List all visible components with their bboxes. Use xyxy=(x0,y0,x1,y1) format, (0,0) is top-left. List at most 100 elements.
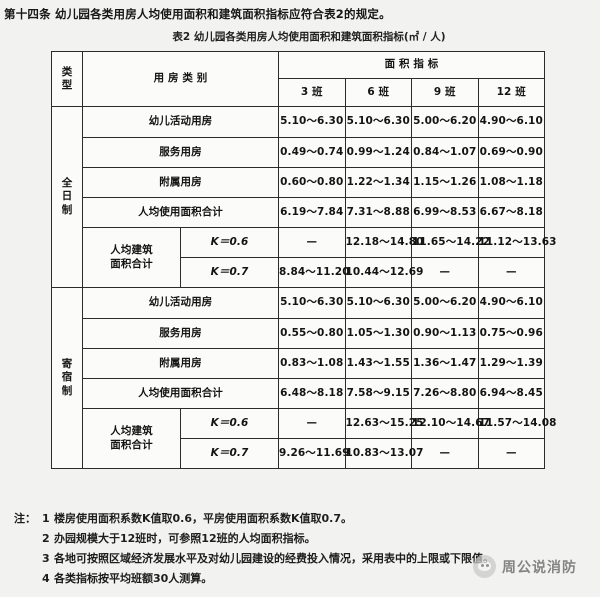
table-row: K＝0.7 9.26～11.69 10.83～13.07 — — xyxy=(52,438,545,469)
cell-value: 7.26～8.80 xyxy=(411,378,479,409)
cell-value: 1.22～1.34 xyxy=(344,167,412,198)
note-number: 2 xyxy=(42,532,50,545)
row-label: 人均使用面积合计 xyxy=(82,197,279,228)
k-factor-label: K＝0.6 xyxy=(180,227,279,258)
watermark: 周公说消防 xyxy=(473,555,577,578)
cell-value: — xyxy=(278,227,346,258)
table-row: 附属用房 0.83～1.08 1.43～1.55 1.36～1.47 1.29～… xyxy=(52,348,545,379)
table-row: 人均使用面积合计 6.48～8.18 7.58～9.15 7.26～8.80 6… xyxy=(52,378,545,409)
k-factor-label: K＝0.6 xyxy=(180,408,279,439)
table-row: 寄宿制 幼儿活动用房 5.10～6.30 5.10～6.30 5.00～6.20… xyxy=(51,287,545,469)
cell-value: 0.60～0.80 xyxy=(278,167,346,198)
cell-value: 0.90～1.13 xyxy=(411,318,479,349)
table-header-row-2: 3 班 6 班 9 班 12 班 xyxy=(52,78,545,107)
note-number: 4 xyxy=(42,572,50,585)
cell-value: — xyxy=(477,438,545,469)
row-label: 附属用房 xyxy=(82,167,279,198)
header-class-9: 9 班 xyxy=(411,78,479,107)
cell-value: 0.99～1.24 xyxy=(344,137,412,168)
cell-value: 7.31～8.88 xyxy=(344,197,412,228)
building-area-label: 人均建筑 面积合计 xyxy=(82,227,181,288)
cell-value: 8.84～11.20 xyxy=(278,257,350,288)
note-number: 1 xyxy=(42,512,50,525)
table-caption: 表2 幼儿园各类用房人均使用面积和建筑面积指标(㎡ / 人) xyxy=(172,31,446,43)
building-area-label-line2: 面积合计 xyxy=(110,257,153,270)
table-row: 服务用房 0.49～0.74 0.99～1.24 0.84～1.07 0.69～… xyxy=(52,137,545,168)
row-label: 附属用房 xyxy=(82,348,279,379)
note-text: 楼房使用面积系数K值取0.6，平房使用面积系数K值取0.7。 xyxy=(54,512,353,525)
cell-value: 12.18～14.80 xyxy=(344,227,423,258)
table-row: 人均建筑 面积合计 K＝0.6 — 12.63～15.25 12.10～14.6… xyxy=(52,408,556,469)
header-class-3: 3 班 xyxy=(278,78,346,107)
cell-value: 10.44～12.69 xyxy=(344,257,423,288)
cell-value: 0.55～0.80 xyxy=(278,318,346,349)
cell-value: 1.15～1.26 xyxy=(411,167,479,198)
cell-value: 11.57～14.08 xyxy=(477,408,556,439)
cell-value: 5.00～6.20 xyxy=(411,287,479,319)
cell-value: 0.83～1.08 xyxy=(278,348,346,379)
note-item: 注： 1 楼房使用面积系数K值取0.6，平房使用面积系数K值取0.7。 xyxy=(14,513,589,533)
cell-value: 1.43～1.55 xyxy=(344,348,412,379)
cell-value: 5.00～6.20 xyxy=(411,106,479,138)
cell-value: 11.12～13.63 xyxy=(477,227,556,258)
cell-value: 0.84～1.07 xyxy=(411,137,479,168)
cell-value: 5.10～6.30 xyxy=(278,287,346,319)
cell-value: 5.10～6.30 xyxy=(344,287,412,319)
header-class-12: 12 班 xyxy=(477,78,545,107)
cell-value: 12.63～15.25 xyxy=(344,408,423,439)
building-area-label-line1: 人均建筑 xyxy=(110,425,153,438)
note-item: 3 各地可按照区域经济发展水平及对幼儿园建设的经费投入情况，采用表中的上限或下限值… xyxy=(14,553,589,573)
header-type-label: 类型 xyxy=(61,65,73,91)
cell-value: — xyxy=(278,408,346,439)
building-area-label-line2: 面积合计 xyxy=(110,438,153,451)
section-type-label: 寄宿制 xyxy=(61,358,73,397)
watermark-text: 周公说消防 xyxy=(502,559,577,576)
cell-value: 6.67～8.18 xyxy=(477,197,545,228)
row-label: 服务用房 xyxy=(82,137,279,168)
table-header-row-1: 类型 用 房 类 别 面 积 指 标 xyxy=(51,51,545,107)
cell-value: 0.75～0.96 xyxy=(477,318,545,349)
note-number: 3 xyxy=(42,552,50,565)
row-label: 人均使用面积合计 xyxy=(82,378,279,409)
cell-value: — xyxy=(477,257,545,288)
notes-prefix: 注： xyxy=(14,512,36,525)
cell-value: 6.99～8.53 xyxy=(411,197,479,228)
cell-value: 4.90～6.10 xyxy=(477,106,545,138)
table-notes: 注： 1 楼房使用面积系数K值取0.6，平房使用面积系数K值取0.7。 2 办园规模大… xyxy=(14,513,589,593)
cell-value: 1.08～1.18 xyxy=(477,167,545,198)
cell-value: 7.58～9.15 xyxy=(344,378,412,409)
note-item: 4 各类指标按平均班额30人测算。 xyxy=(14,573,589,593)
cell-value: 1.29～1.39 xyxy=(477,348,545,379)
section-type-label: 全日制 xyxy=(61,177,73,216)
building-area-label: 人均建筑 面积合计 xyxy=(82,408,181,469)
cell-value: 6.48～8.18 xyxy=(278,378,346,409)
row-label: 服务用房 xyxy=(82,318,279,349)
cell-value: 0.49～0.74 xyxy=(278,137,346,168)
row-label: 幼儿活动用房 xyxy=(82,106,279,138)
header-class-6: 6 班 xyxy=(344,78,412,107)
header-area-group-cell: 面 积 指 标 xyxy=(278,51,545,79)
cell-value: 6.94～8.45 xyxy=(477,378,545,409)
cell-value: — xyxy=(411,438,479,469)
cell-value: 4.90～6.10 xyxy=(477,287,545,319)
section-type-jisuzhi: 寄宿制 xyxy=(51,287,83,469)
table-row: K＝0.7 8.84～11.20 10.44～12.69 — — xyxy=(52,257,545,288)
panda-avatar-icon xyxy=(473,555,496,578)
header-type-cell: 类型 xyxy=(51,51,83,107)
table-row: 服务用房 0.55～0.80 1.05～1.30 0.90～1.13 0.75～… xyxy=(52,318,545,349)
note-text: 各类指标按平均班额30人测算。 xyxy=(54,572,213,585)
cell-value: 1.05～1.30 xyxy=(344,318,412,349)
cell-value: 5.10～6.30 xyxy=(278,106,346,138)
cell-value: 0.69～0.90 xyxy=(477,137,545,168)
k-factor-label: K＝0.7 xyxy=(180,438,279,469)
cell-value: 10.83～13.07 xyxy=(344,438,423,469)
cell-value: 5.10～6.30 xyxy=(344,106,412,138)
table-row: 人均使用面积合计 6.19～7.84 7.31～8.88 6.99～8.53 6… xyxy=(52,197,545,228)
section-type-quanrizhi: 全日制 xyxy=(51,106,83,288)
note-item: 2 办园规模大于12班时，可参照12班的人均面积指标。 xyxy=(14,533,589,553)
area-index-table: 类型 用 房 类 别 面 积 指 标 3 班 6 班 9 班 12 班 全日制 xyxy=(51,51,556,469)
note-text: 各地可按照区域经济发展水平及对幼儿园建设的经费投入情况，采用表中的上限或下限值。 xyxy=(54,552,494,565)
cell-value: 12.10～14.67 xyxy=(411,408,490,439)
cell-value: 1.36～1.47 xyxy=(411,348,479,379)
